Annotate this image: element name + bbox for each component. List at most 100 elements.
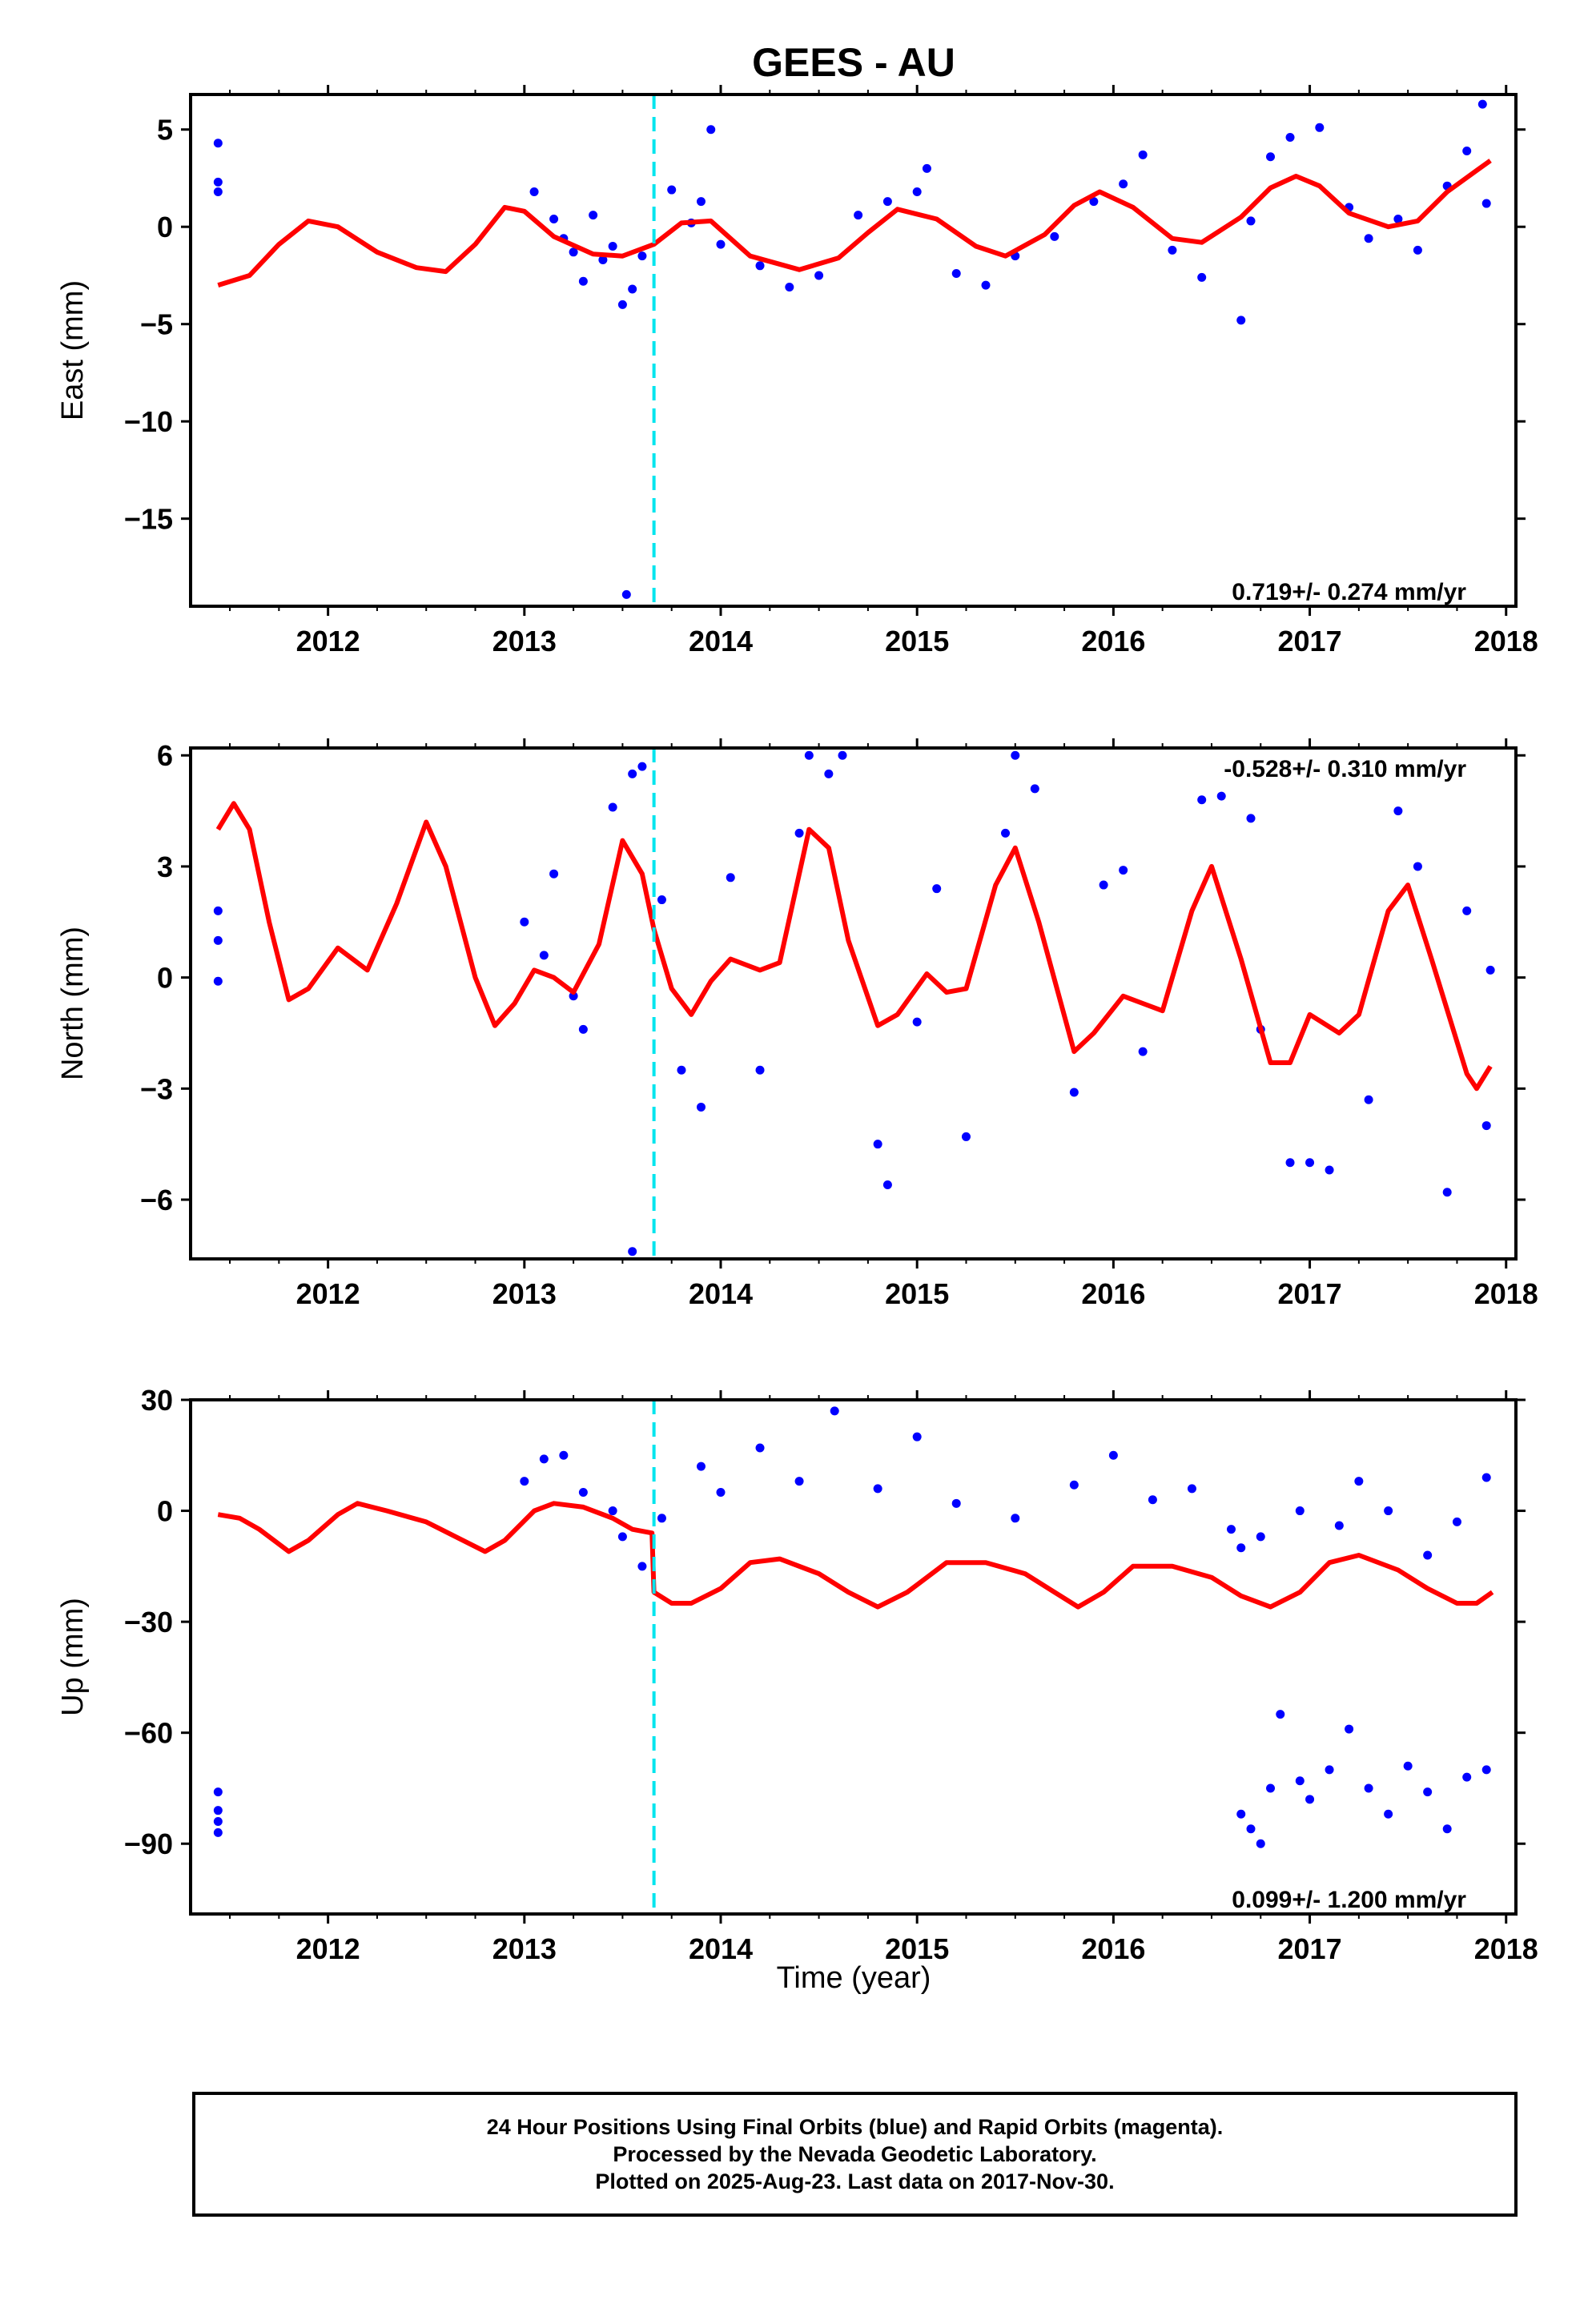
- data-point: [1069, 1480, 1079, 1490]
- data-point: [1256, 1839, 1265, 1848]
- data-point: [726, 873, 735, 883]
- data-point: [838, 750, 847, 760]
- data-point: [1011, 750, 1020, 760]
- y-tick-label: 5: [157, 114, 173, 147]
- data-point: [1462, 906, 1472, 915]
- data-point: [1119, 179, 1128, 189]
- data-point: [814, 271, 824, 280]
- data-point: [213, 906, 223, 915]
- data-point: [213, 139, 223, 148]
- data-point: [1485, 965, 1495, 975]
- data-point: [755, 1443, 765, 1453]
- data-point: [1108, 1450, 1118, 1460]
- data-point: [824, 769, 834, 778]
- data-point: [213, 1827, 223, 1837]
- data-point: [1364, 1783, 1373, 1793]
- data-point: [1305, 1158, 1315, 1168]
- x-tick-label: 2016: [1081, 625, 1145, 657]
- data-point: [628, 769, 637, 778]
- data-point: [667, 185, 677, 195]
- data-point: [657, 895, 666, 905]
- data-point: [1246, 216, 1256, 226]
- data-point: [1315, 123, 1325, 132]
- x-tick-label: 2017: [1278, 1277, 1342, 1310]
- y-tick-label: 30: [141, 1384, 173, 1417]
- data-point: [520, 1477, 529, 1486]
- y-tick-label: 0: [157, 211, 173, 243]
- data-point: [951, 1498, 961, 1508]
- data-point: [1236, 1543, 1246, 1553]
- data-point: [569, 991, 578, 1001]
- data-point: [1236, 316, 1246, 325]
- data-point: [696, 1462, 706, 1471]
- data-point: [1138, 1047, 1148, 1056]
- data-point: [1325, 1165, 1334, 1175]
- data-point: [1393, 214, 1403, 223]
- data-point: [1481, 1121, 1491, 1131]
- x-tick-label: 2016: [1081, 1277, 1145, 1310]
- data-point: [1285, 1158, 1295, 1168]
- y-tick-label: 3: [157, 850, 173, 883]
- data-point: [873, 1484, 882, 1494]
- data-point: [1001, 828, 1011, 838]
- data-point: [578, 1024, 588, 1034]
- panel-1: 2012 2013 2014 2015 2016 2017 2018 5 0 −5 −10 −15 Ea…: [56, 85, 1538, 657]
- data-point: [912, 1432, 922, 1441]
- x-tick-label: 2015: [885, 1277, 949, 1310]
- data-point: [912, 187, 922, 196]
- data-point: [1364, 234, 1373, 243]
- x-tick-label: 2014: [689, 1932, 753, 1965]
- velocity-label: -0.528+/- 0.310 mm/yr: [1224, 756, 1466, 782]
- data-point: [677, 1065, 686, 1075]
- x-tick-label: 2012: [296, 625, 360, 657]
- data-point: [1393, 806, 1403, 816]
- data-point: [213, 187, 223, 196]
- data-point: [1011, 1514, 1020, 1523]
- chart-title: GEES - AU: [752, 40, 955, 85]
- y-tick-label: −3: [140, 1072, 173, 1105]
- data-point: [1403, 1761, 1413, 1771]
- data-point: [1462, 146, 1472, 155]
- data-point: [539, 1454, 549, 1464]
- data-point: [1345, 1724, 1354, 1734]
- x-axis-title: Time (year): [777, 1961, 931, 1995]
- data-point: [213, 1787, 223, 1797]
- data-point: [1138, 150, 1148, 159]
- x-tick-label: 2014: [689, 1277, 753, 1310]
- data-point: [804, 750, 814, 760]
- data-point: [657, 1514, 666, 1523]
- y-axis-title: North (mm): [56, 927, 90, 1080]
- x-tick-label: 2013: [492, 1277, 557, 1310]
- data-point: [932, 884, 942, 894]
- data-point: [1216, 791, 1226, 801]
- data-point: [716, 239, 726, 249]
- data-point: [1413, 862, 1422, 871]
- data-point: [608, 802, 617, 812]
- data-point: [1481, 1473, 1491, 1482]
- data-point: [1285, 132, 1295, 142]
- data-point: [1168, 245, 1177, 255]
- data-point: [621, 589, 631, 599]
- x-tick-label: 2013: [492, 625, 557, 657]
- x-tick-label: 2014: [689, 625, 753, 657]
- data-point: [716, 1487, 726, 1497]
- data-point: [755, 261, 765, 271]
- data-point: [529, 187, 539, 196]
- plot-frame: [189, 1398, 1518, 1916]
- data-point: [213, 1817, 223, 1827]
- data-point: [1442, 1824, 1452, 1834]
- data-point: [1246, 1824, 1256, 1834]
- plot-frame: [189, 93, 1518, 608]
- data-point: [1295, 1776, 1305, 1786]
- data-point: [1384, 1506, 1393, 1516]
- data-point: [1442, 1188, 1452, 1197]
- data-point: [549, 869, 559, 879]
- data-point: [569, 247, 578, 257]
- plot-area: [213, 748, 1495, 1259]
- data-point: [1384, 1809, 1393, 1819]
- plot-area: [213, 94, 1492, 606]
- data-point: [549, 214, 559, 223]
- data-point: [981, 280, 991, 290]
- data-point: [637, 762, 647, 771]
